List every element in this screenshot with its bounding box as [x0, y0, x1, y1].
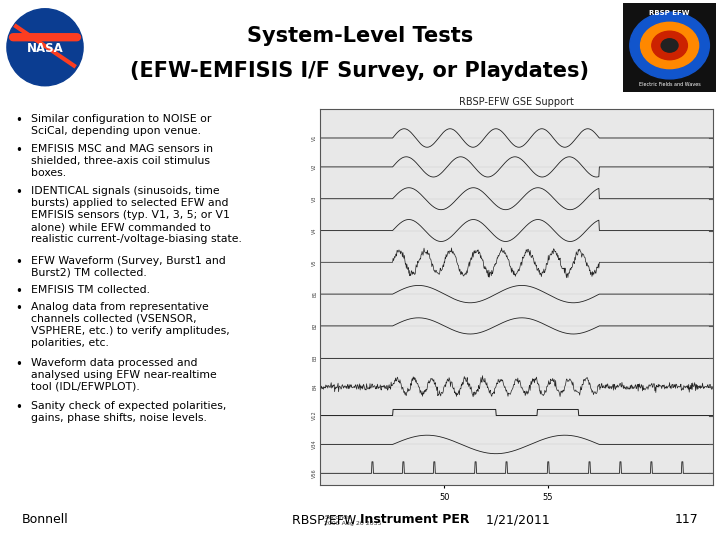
Text: Waveform data processed and
analysed using EFW near-realtime
tool (IDL/EFWPLOT).: Waveform data processed and analysed usi… [31, 357, 217, 392]
Text: RBSP/EFW: RBSP/EFW [292, 513, 360, 526]
Text: RBSP EFW: RBSP EFW [649, 10, 690, 16]
Text: •: • [15, 302, 22, 315]
Text: B1: B1 [312, 291, 318, 298]
Ellipse shape [641, 22, 698, 69]
Text: •: • [15, 186, 22, 199]
Text: Electric Fields and Waves: Electric Fields and Waves [639, 82, 701, 87]
Text: System-Level Tests: System-Level Tests [247, 26, 473, 46]
Text: V3: V3 [312, 195, 318, 202]
Text: Similar configuration to NOISE or
SciCal, depending upon venue.: Similar configuration to NOISE or SciCal… [31, 114, 211, 136]
Ellipse shape [652, 31, 688, 60]
Text: EMFISIS MSC and MAG sensors in
shielded, three-axis coil stimulus
boxes.: EMFISIS MSC and MAG sensors in shielded,… [31, 144, 212, 178]
Text: EMFISIS TM collected.: EMFISIS TM collected. [31, 285, 150, 295]
Text: 1/21/2011: 1/21/2011 [482, 513, 550, 526]
Text: V4: V4 [312, 227, 318, 234]
Text: EFW Waveform (Survey, Burst1 and
Burst2) TM collected.: EFW Waveform (Survey, Burst1 and Burst2)… [31, 256, 225, 278]
Text: B2: B2 [312, 323, 318, 329]
Text: NASA: NASA [27, 43, 63, 56]
Text: •: • [15, 401, 22, 414]
Text: Sanity check of expected polarities,
gains, phase shifts, noise levels.: Sanity check of expected polarities, gai… [31, 401, 226, 422]
Text: Bonnell: Bonnell [22, 513, 68, 526]
Text: (EFW-EMFISIS I/F Survey, or Playdates): (EFW-EMFISIS I/F Survey, or Playdates) [130, 61, 590, 81]
Ellipse shape [630, 12, 709, 79]
Text: V34: V34 [312, 440, 318, 449]
Text: Instrument PER: Instrument PER [360, 513, 469, 526]
Circle shape [7, 9, 83, 86]
Text: •: • [15, 256, 22, 269]
Text: V12: V12 [312, 411, 318, 420]
Text: IDENTICAL signals (sinusoids, time
bursts) applied to selected EFW and
EMFISIS s: IDENTICAL signals (sinusoids, time burst… [31, 186, 242, 245]
Ellipse shape [661, 39, 678, 52]
Text: V56: V56 [312, 469, 318, 478]
Text: V5: V5 [312, 259, 318, 266]
Text: V2: V2 [312, 164, 318, 170]
Text: •: • [15, 357, 22, 370]
Text: V1: V1 [312, 135, 318, 141]
Text: •: • [15, 144, 22, 157]
Text: 117: 117 [675, 513, 698, 526]
Text: B4: B4 [312, 383, 318, 390]
Text: Seconds
2006 Aug 20 2035: Seconds 2006 Aug 20 2035 [324, 515, 382, 526]
Text: B3: B3 [312, 354, 318, 361]
Text: •: • [15, 285, 22, 298]
Text: Analog data from representative
channels collected (VSENSOR,
VSPHERE, etc.) to v: Analog data from representative channels… [31, 302, 230, 348]
Text: •: • [15, 114, 22, 127]
Title: RBSP-EFW GSE Support: RBSP-EFW GSE Support [459, 97, 574, 107]
